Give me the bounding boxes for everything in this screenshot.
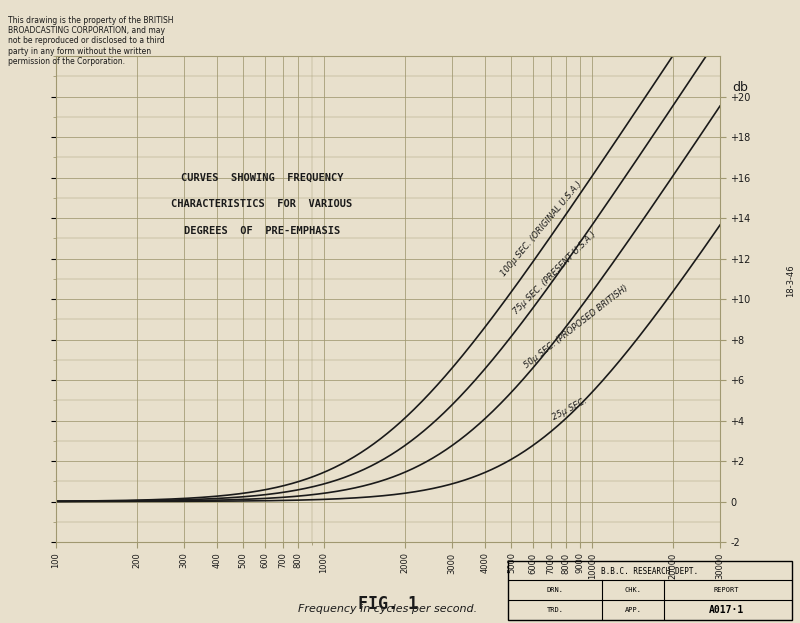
Text: 18-3-46: 18-3-46	[786, 264, 795, 297]
Text: DRN.: DRN.	[546, 587, 563, 593]
Text: A017·1: A017·1	[709, 605, 744, 615]
Text: 25μ SEC.: 25μ SEC.	[550, 396, 588, 422]
Text: REPORT: REPORT	[714, 587, 739, 593]
Text: 50μ SEC. (PROPOSED BRITISH): 50μ SEC. (PROPOSED BRITISH)	[522, 283, 630, 370]
Text: db: db	[732, 81, 748, 94]
Text: APP.: APP.	[625, 607, 642, 613]
Text: 75μ SEC. (PRESENT U.S.A.): 75μ SEC. (PRESENT U.S.A.)	[511, 230, 598, 316]
Text: CHARACTERISTICS  FOR  VARIOUS: CHARACTERISTICS FOR VARIOUS	[171, 199, 353, 209]
Text: TRD.: TRD.	[546, 607, 563, 613]
Text: This drawing is the property of the BRITISH
BROADCASTING CORPORATION, and may
no: This drawing is the property of the BRIT…	[8, 16, 174, 66]
Text: FIG. 1: FIG. 1	[358, 596, 418, 613]
Text: CHK.: CHK.	[625, 587, 642, 593]
Text: B.B.C. RESEARCH DEPT.: B.B.C. RESEARCH DEPT.	[602, 567, 698, 576]
X-axis label: Frequency in cycles per second.: Frequency in cycles per second.	[298, 604, 478, 614]
Text: CURVES  SHOWING  FREQUENCY: CURVES SHOWING FREQUENCY	[181, 173, 343, 183]
Text: DEGREES  OF  PRE-EMPHASIS: DEGREES OF PRE-EMPHASIS	[184, 226, 340, 236]
Text: 100μ SEC. (ORIGINAL U.S.A.): 100μ SEC. (ORIGINAL U.S.A.)	[499, 179, 584, 278]
